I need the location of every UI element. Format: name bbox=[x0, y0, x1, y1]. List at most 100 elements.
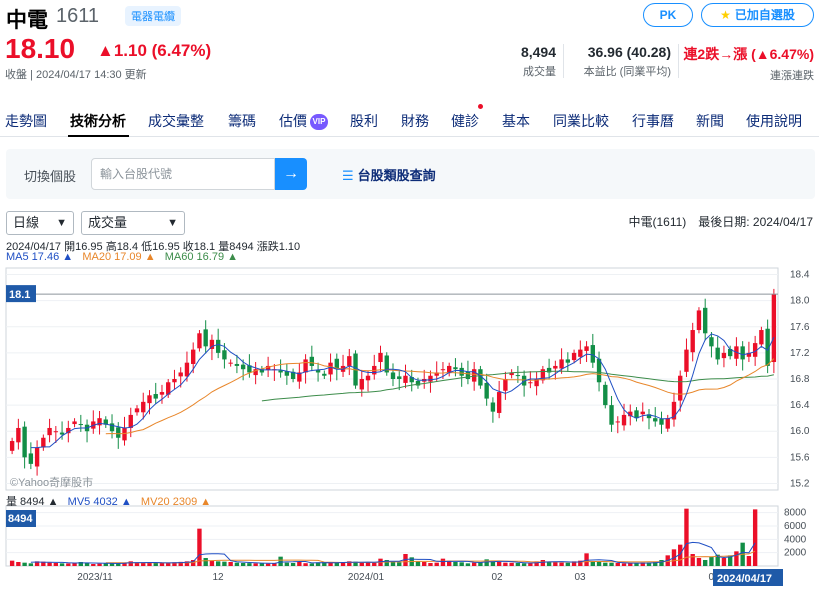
volume-bar bbox=[134, 562, 140, 566]
volume-bar bbox=[684, 508, 689, 566]
volume-bar bbox=[153, 562, 158, 566]
volume-bar bbox=[640, 562, 645, 566]
candle-body bbox=[134, 408, 140, 413]
candle-body bbox=[203, 329, 208, 347]
tab-peers[interactable]: 同業比較 bbox=[553, 113, 609, 129]
candle-body bbox=[184, 362, 190, 377]
volume-bar bbox=[590, 561, 595, 566]
volume-bar bbox=[615, 563, 620, 566]
candle-body bbox=[653, 418, 658, 422]
current-price: 18.10 bbox=[5, 33, 76, 64]
tab-trades[interactable]: 成交彙整 bbox=[148, 113, 204, 129]
candle-body bbox=[490, 402, 496, 412]
stat-label: 成交量 bbox=[523, 66, 556, 78]
last-date-box bbox=[713, 569, 783, 586]
candle-body bbox=[615, 421, 620, 423]
candle-body bbox=[534, 379, 539, 387]
candle-body bbox=[78, 424, 83, 426]
vol-tick-label: 6000 bbox=[784, 521, 807, 532]
x-tick-label: 12 bbox=[212, 572, 224, 583]
y-tick-label: 16.8 bbox=[790, 374, 810, 385]
candle-body bbox=[253, 369, 258, 376]
ohlc-readout: 2024/04/17 開16.95 高18.4 低16.95 收18.1 量84… bbox=[6, 241, 301, 253]
volume-bar bbox=[272, 563, 277, 566]
tab-technical[interactable]: 技術分析 bbox=[70, 113, 126, 129]
tab-news[interactable]: 新聞 bbox=[696, 113, 724, 129]
industry-tag[interactable]: 電器電纜 bbox=[125, 6, 181, 26]
volume-bar bbox=[434, 562, 439, 566]
candle-body bbox=[671, 401, 677, 420]
category-link-label: 台股類股查詢 bbox=[357, 168, 436, 183]
ma60-label: MA60 16.79 ▲ bbox=[164, 251, 239, 263]
tab-calendar[interactable]: 行事曆 bbox=[632, 113, 674, 129]
candle-body bbox=[290, 371, 296, 379]
tab-financials[interactable]: 財務 bbox=[401, 113, 429, 129]
stock-header: 中電 1611 電器電纜 18.10 ▲1.10 (6.47%) 收盤 | 20… bbox=[0, 0, 819, 96]
volume-bar bbox=[91, 564, 96, 566]
candle-body bbox=[128, 414, 133, 428]
chart-info: 中電(1611) 最後日期: 2024/04/17 bbox=[628, 215, 813, 229]
candle-body bbox=[240, 364, 246, 370]
tab-navigation: 走勢圖 技術分析 成交彙整 籌碼 估價 VIP 股利 財務 健診 基本 同業比較 … bbox=[0, 104, 819, 137]
candle-body bbox=[166, 382, 171, 395]
volume-bar bbox=[422, 562, 427, 566]
volume-bar bbox=[359, 562, 364, 566]
candle-body bbox=[471, 369, 477, 382]
y-tick-label: 15.6 bbox=[790, 452, 810, 463]
stock-search-input[interactable]: 輸入台股代號 bbox=[91, 158, 275, 190]
y-tick-label: 17.6 bbox=[790, 322, 810, 333]
candle-body bbox=[752, 343, 758, 357]
category-link[interactable]: ☰ 台股類股查詢 bbox=[342, 165, 436, 184]
candle-body bbox=[740, 346, 745, 360]
divider bbox=[678, 44, 679, 78]
volume-bar bbox=[309, 563, 315, 566]
chevron-down-icon: ▼ bbox=[167, 217, 178, 229]
period-select[interactable]: 日線 ▼ bbox=[6, 211, 74, 235]
volume-bar bbox=[509, 562, 514, 566]
candle-body bbox=[365, 375, 371, 381]
indicator-select[interactable]: 成交量 ▼ bbox=[81, 211, 185, 235]
active-tab-indicator bbox=[68, 135, 129, 137]
tab-dividend[interactable]: 股利 bbox=[350, 113, 378, 129]
volume-bar bbox=[178, 561, 183, 566]
candle-body bbox=[153, 394, 158, 399]
candle-body bbox=[646, 414, 652, 419]
stock-switcher: 切換個股 輸入台股代號 → ☰ 台股類股查詢 bbox=[6, 149, 815, 199]
vol-tick-label: 2000 bbox=[784, 548, 807, 559]
vol-tick-label: 4000 bbox=[784, 534, 807, 545]
candle-body bbox=[459, 367, 464, 376]
search-submit-button[interactable]: → bbox=[275, 158, 307, 190]
volume-bar bbox=[752, 509, 758, 566]
indicator-value: 成交量 bbox=[88, 215, 128, 230]
candle-body bbox=[684, 349, 689, 372]
update-time: 收盤 | 2024/04/17 14:30 更新 bbox=[5, 69, 147, 81]
tab-help[interactable]: 使用說明 bbox=[746, 113, 802, 129]
volume-bar bbox=[478, 562, 483, 566]
tab-trend[interactable]: 走勢圖 bbox=[5, 113, 47, 129]
pk-button[interactable]: PK bbox=[643, 3, 693, 27]
tab-health[interactable]: 健診 bbox=[451, 113, 479, 129]
switch-label: 切換個股 bbox=[24, 169, 77, 184]
candle-body bbox=[447, 365, 452, 374]
candle-body bbox=[59, 432, 65, 435]
tab-chips[interactable]: 籌碼 bbox=[228, 113, 256, 129]
candle-body bbox=[403, 375, 408, 383]
candlestick-chart[interactable]: 15.2 15.6 16.0 16.4 16.8 17.2 17.6 18.0 18.4 18.1… bbox=[0, 264, 819, 592]
volume-bar bbox=[253, 563, 258, 566]
watchlist-button[interactable]: ★ 已加自選股 bbox=[701, 3, 814, 27]
candle-body bbox=[578, 349, 583, 357]
volume-bar bbox=[390, 562, 396, 566]
volume-bar bbox=[66, 563, 71, 566]
candle-body bbox=[678, 375, 683, 401]
candle-body bbox=[259, 369, 265, 373]
stat-streak: 連2跌→漲 (▲6.47%) 連漲連跌 bbox=[683, 44, 814, 83]
volume-bar bbox=[116, 563, 121, 566]
tab-basic[interactable]: 基本 bbox=[502, 113, 530, 129]
volume-bar bbox=[334, 562, 339, 566]
volume-bar bbox=[47, 562, 52, 566]
tab-valuation[interactable]: 估價 VIP bbox=[279, 111, 328, 131]
volume-bar bbox=[403, 554, 408, 566]
vol-label: 量 8494 ▲ bbox=[6, 496, 59, 508]
candle-body bbox=[322, 373, 327, 376]
volume-bar bbox=[103, 563, 108, 566]
